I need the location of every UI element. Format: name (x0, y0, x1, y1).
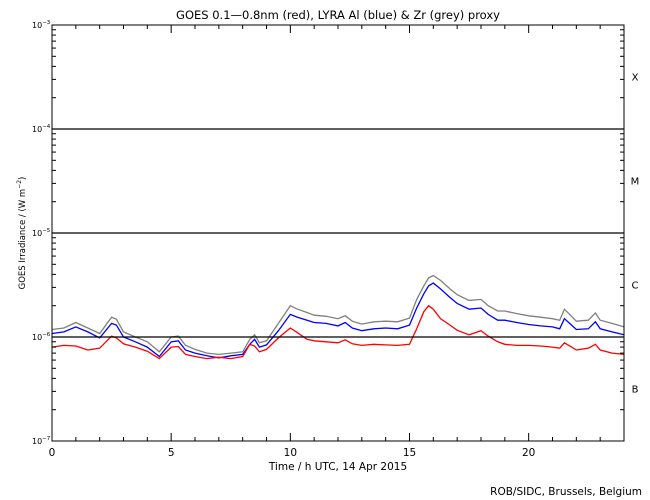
x-tick-label: 10 (284, 447, 297, 459)
flare-level-lines (52, 128, 624, 338)
credit-label: ROB/SIDC, Brussels, Belgium (490, 486, 642, 498)
flare-class-label: X (632, 72, 639, 83)
y-axis-label-close: ) (18, 177, 28, 180)
grey-series-line (51, 274, 625, 356)
x-axis-ticks: 0 5 10 15 20 (49, 25, 625, 459)
y-tick-label: 10−3 (32, 20, 51, 30)
flare-class-label: M (631, 176, 640, 187)
flare-class-label: C (632, 280, 639, 291)
y-tick-label: 10−7 (32, 436, 51, 446)
y-axis-label-main: GOES Irradiance / (W m (18, 189, 28, 290)
y-tick-label: 10−6 (32, 332, 51, 342)
y-tick-label: 10−4 (32, 124, 51, 134)
chart-title: GOES 0.1—0.8nm (red), LYRA Al (blue) & Z… (176, 8, 500, 22)
x-tick-label: 5 (168, 447, 175, 459)
blue-series-line (51, 282, 625, 359)
y-axis-ticks: 10−3 10−4 10−5 10−6 10−7 (32, 20, 624, 446)
x-tick-label: 0 (49, 447, 56, 459)
y-axis-label-exponent: −2 (16, 180, 23, 189)
y-tick-label: 10−5 (32, 228, 51, 238)
y-axis-label: GOES Irradiance / (W m−2) (16, 177, 28, 290)
x-axis-label: Time / h UTC, 14 Apr 2015 (268, 461, 407, 473)
red-series-line (51, 304, 625, 360)
x-tick-label: 15 (403, 447, 416, 459)
x-tick-label: 20 (522, 447, 535, 459)
flare-class-label: B (632, 384, 639, 395)
flare-class-labels: X M C B (631, 72, 640, 395)
series-curves (51, 274, 625, 360)
